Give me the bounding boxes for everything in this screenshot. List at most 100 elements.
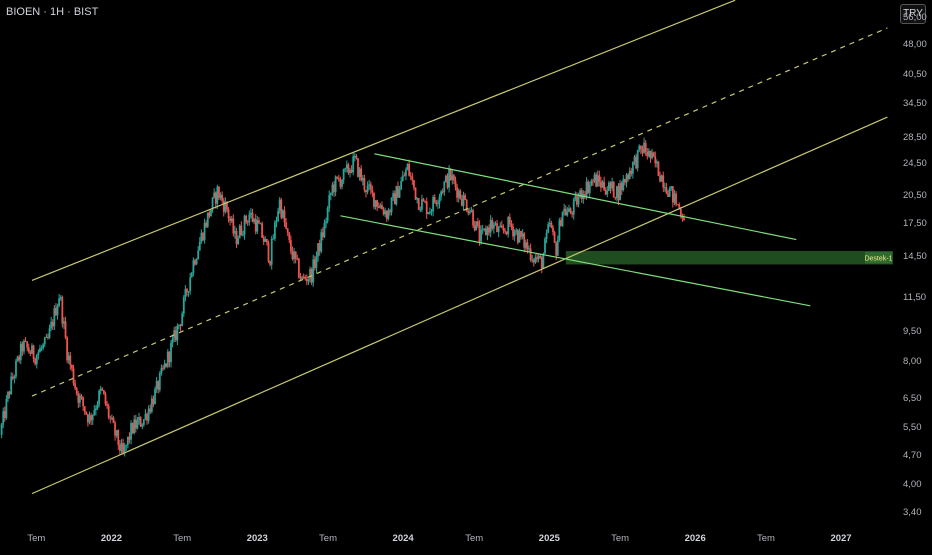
candle-body: [43, 337, 46, 345]
candle-body: [243, 215, 246, 235]
currency-button[interactable]: TRY: [900, 4, 926, 24]
candle-body: [636, 149, 639, 169]
candle-body: [568, 208, 570, 212]
candle-body: [486, 227, 489, 236]
candle-body: [262, 237, 265, 242]
candle-body: [51, 322, 54, 327]
candle-body: [240, 225, 243, 236]
candle-body: [110, 417, 113, 419]
candle-body: [381, 205, 383, 210]
time-tick-label: 2022: [100, 533, 123, 544]
candle-body: [489, 220, 492, 233]
support-zone-label: Destek-1: [864, 256, 892, 263]
candle-body: [11, 376, 14, 379]
candle-body: [355, 155, 358, 159]
candle-body: [667, 193, 669, 197]
candle-body: [558, 220, 561, 241]
candle-body: [620, 183, 623, 191]
price-tick-label: 24,50: [903, 158, 927, 170]
candle-body: [435, 202, 438, 205]
candle-body: [429, 212, 431, 214]
candle-body: [465, 199, 468, 212]
candle-body: [643, 142, 645, 153]
candle-body: [595, 174, 598, 187]
candle-body: [304, 276, 307, 280]
candle-body: [289, 240, 292, 252]
candle-body: [631, 161, 634, 174]
candle-body: [334, 176, 337, 192]
trend-line-outer-lower[interactable]: [31, 116, 888, 495]
candle-body: [446, 175, 449, 188]
candle-body: [593, 174, 596, 181]
candle-body: [499, 225, 502, 228]
trend-line-outer-mid[interactable]: [31, 27, 888, 397]
candle-body: [321, 232, 324, 237]
candle-body: [117, 430, 120, 445]
candle-body: [654, 156, 657, 164]
candle-body: [590, 180, 593, 185]
candle-body: [414, 187, 417, 200]
candle-body: [369, 184, 372, 190]
candle-body: [628, 170, 631, 179]
candle-body: [278, 199, 281, 211]
candle-body: [216, 186, 219, 204]
candle-body: [99, 388, 102, 391]
candle-body: [102, 390, 105, 395]
candle-body: [331, 184, 334, 194]
candle-body: [5, 398, 8, 419]
candle-body: [293, 251, 295, 260]
support-zone[interactable]: [565, 250, 893, 265]
time-tick-label: 2025: [538, 533, 560, 544]
candle-body: [165, 363, 168, 367]
price-tick-label: 56,00: [903, 12, 927, 24]
candle-body: [360, 168, 363, 181]
candle-body: [246, 221, 249, 223]
candle-body: [144, 413, 147, 420]
candle-body: [114, 422, 116, 436]
candle-body: [617, 186, 620, 201]
candle-body: [286, 228, 289, 233]
candle-body: [443, 181, 446, 193]
candle-body: [150, 398, 153, 412]
candle-body: [91, 414, 94, 421]
candle-body: [120, 443, 123, 451]
price-tick-label: 48,00: [903, 39, 927, 51]
candle-body: [123, 446, 126, 454]
candles-layer: [0, 137, 685, 457]
candle-body: [670, 186, 673, 189]
candle-body: [82, 397, 85, 407]
price-tick-label: 3,40: [903, 507, 922, 519]
candle-body: [417, 198, 420, 210]
candle-body: [294, 251, 297, 259]
candle-body: [171, 338, 174, 343]
candle-body: [611, 181, 614, 189]
candle-body: [518, 230, 521, 243]
candle-body: [130, 423, 132, 440]
candle-body: [64, 321, 67, 338]
candle-body: [484, 228, 487, 236]
candle-body: [181, 313, 184, 326]
candle-body: [397, 186, 399, 198]
candle-body: [647, 150, 650, 157]
candle-body: [507, 217, 510, 235]
candle-body: [312, 259, 315, 283]
candle-body: [347, 164, 350, 173]
candle-body: [358, 168, 361, 177]
candle-body: [152, 398, 155, 405]
candle-body: [3, 411, 6, 419]
candle-body: [142, 419, 145, 425]
candle-body: [238, 225, 241, 239]
candle-body: [182, 297, 185, 314]
trend-line-inner-upper[interactable]: [374, 153, 797, 241]
candle-body: [376, 200, 379, 207]
candle-body: [194, 260, 196, 265]
candle-body: [520, 230, 522, 237]
candle-body: [440, 191, 443, 197]
trend-line-outer-upper[interactable]: [31, 0, 736, 281]
candle-body: [56, 306, 59, 316]
price-tick-label: 9,50: [903, 325, 922, 337]
trend-line-inner-lower[interactable]: [340, 215, 811, 307]
support-zone-layer: [565, 250, 893, 265]
